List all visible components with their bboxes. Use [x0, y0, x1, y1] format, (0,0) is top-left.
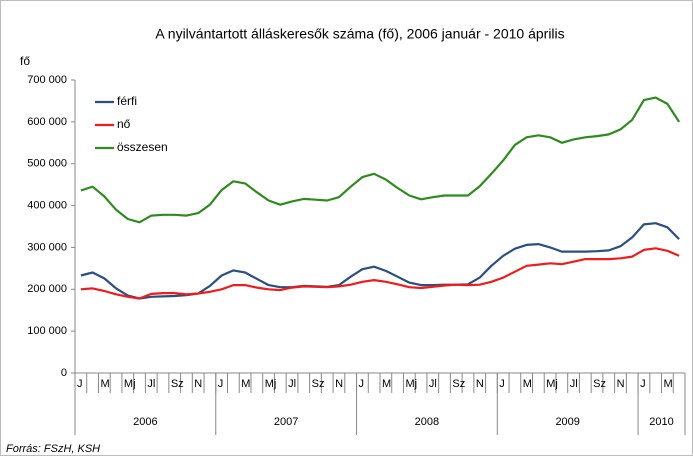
x-tick-label: J: [640, 378, 646, 390]
x-tick-label: Jl: [147, 378, 155, 390]
x-tick-label: Jl: [570, 378, 578, 390]
source-note: Forrás: FSzH, KSH: [6, 443, 100, 455]
x-tick-label: Mj: [124, 378, 136, 390]
x-tick-label: M: [100, 378, 109, 390]
x-tick-label: J: [359, 378, 365, 390]
x-tick-label: J: [499, 378, 505, 390]
x-tick-label: M: [241, 378, 250, 390]
y-tick-label: 200 000: [27, 283, 67, 295]
x-tick-label: Sz: [593, 378, 606, 390]
x-tick-label: Sz: [452, 378, 465, 390]
x-tick-label: J: [218, 378, 224, 390]
year-label: 2007: [274, 416, 298, 428]
y-tick-label: 300 000: [27, 241, 67, 253]
legend-label: nő: [117, 117, 131, 131]
x-tick-label: M: [382, 378, 391, 390]
chart-title: A nyilvántartott álláskeresők száma (fő)…: [155, 26, 564, 42]
y-axis-label: fő: [20, 54, 30, 68]
x-tick-label: Mj: [546, 378, 558, 390]
year-label: 2008: [415, 416, 439, 428]
x-tick-label: M: [523, 378, 532, 390]
x-tick-label: Jl: [288, 378, 296, 390]
series-line: [80, 96, 681, 224]
legend-label: összesen: [117, 140, 168, 154]
x-tick-label: N: [476, 378, 484, 390]
year-label: 2010: [649, 416, 673, 428]
x-tick-label: M: [664, 378, 673, 390]
x-tick-label: Mj: [265, 378, 277, 390]
year-label: 2006: [133, 416, 157, 428]
y-tick-label: 700 000: [27, 74, 67, 86]
series-line: [80, 222, 680, 300]
y-tick-label: 600 000: [27, 116, 67, 128]
legend-label: férfi: [117, 94, 137, 108]
year-label: 2009: [555, 416, 579, 428]
y-tick-label: 100 000: [27, 325, 67, 337]
y-tick-label: 500 000: [27, 158, 67, 170]
x-tick-label: N: [335, 378, 343, 390]
y-tick-label: 400 000: [27, 199, 67, 211]
x-tick-label: Jl: [429, 378, 437, 390]
x-tick-label: Mj: [405, 378, 417, 390]
series-line: [80, 247, 680, 300]
x-tick-label: N: [194, 378, 202, 390]
x-tick-label: N: [617, 378, 625, 390]
x-tick-label: J: [77, 378, 83, 390]
x-tick-label: Sz: [171, 378, 184, 390]
y-tick-label: 0: [61, 367, 67, 379]
x-tick-label: Sz: [312, 378, 325, 390]
